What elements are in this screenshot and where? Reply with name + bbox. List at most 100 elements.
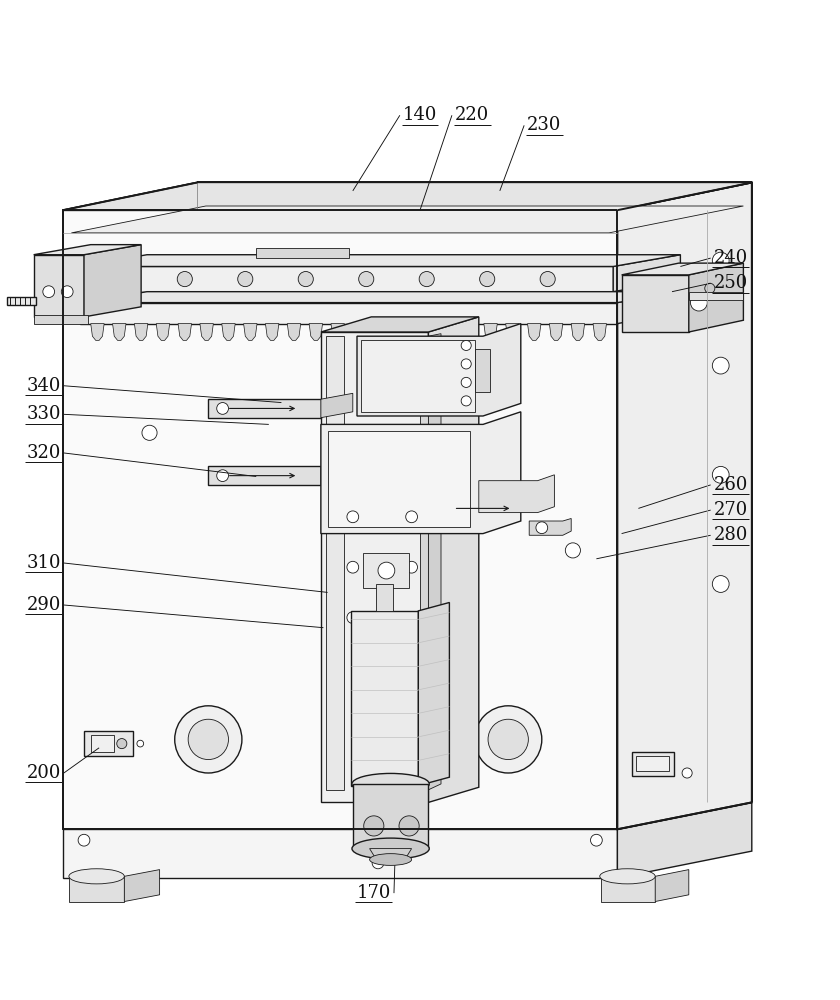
- Polygon shape: [134, 324, 148, 340]
- Polygon shape: [321, 412, 521, 534]
- Polygon shape: [63, 210, 617, 829]
- Polygon shape: [376, 584, 393, 611]
- Circle shape: [61, 286, 73, 298]
- Polygon shape: [80, 266, 613, 292]
- Polygon shape: [91, 324, 104, 340]
- Text: 330: 330: [26, 405, 61, 423]
- Text: 230: 230: [528, 116, 561, 134]
- Circle shape: [378, 562, 395, 579]
- Polygon shape: [63, 802, 752, 829]
- Text: 320: 320: [27, 444, 60, 462]
- Circle shape: [712, 357, 729, 374]
- Circle shape: [591, 834, 602, 846]
- Text: 340: 340: [27, 377, 60, 395]
- Polygon shape: [7, 297, 36, 305]
- Circle shape: [475, 706, 542, 773]
- Circle shape: [461, 359, 471, 369]
- Polygon shape: [113, 324, 126, 340]
- Circle shape: [188, 719, 228, 760]
- Polygon shape: [69, 876, 124, 902]
- Circle shape: [117, 739, 127, 749]
- Bar: [632, 752, 674, 776]
- Polygon shape: [622, 275, 689, 332]
- Polygon shape: [375, 324, 388, 340]
- Polygon shape: [34, 245, 141, 255]
- Ellipse shape: [352, 773, 429, 794]
- Polygon shape: [617, 182, 752, 829]
- Polygon shape: [428, 334, 441, 790]
- Circle shape: [406, 561, 417, 573]
- Polygon shape: [396, 324, 410, 340]
- Polygon shape: [357, 324, 521, 416]
- Circle shape: [175, 706, 242, 773]
- Polygon shape: [178, 324, 192, 340]
- Circle shape: [712, 466, 729, 483]
- Circle shape: [461, 340, 471, 350]
- Text: 290: 290: [27, 596, 60, 614]
- Circle shape: [364, 816, 384, 836]
- Polygon shape: [156, 324, 170, 340]
- Circle shape: [137, 740, 144, 747]
- Ellipse shape: [370, 854, 412, 865]
- Circle shape: [177, 272, 192, 287]
- Circle shape: [371, 728, 402, 759]
- Polygon shape: [84, 245, 141, 317]
- Text: 260: 260: [714, 476, 748, 494]
- Polygon shape: [208, 466, 321, 485]
- Polygon shape: [529, 518, 571, 535]
- Circle shape: [347, 561, 359, 573]
- Polygon shape: [80, 303, 617, 324]
- Circle shape: [78, 834, 90, 846]
- Bar: [475, 349, 490, 392]
- Text: 280: 280: [714, 526, 748, 544]
- Polygon shape: [689, 263, 743, 332]
- Text: 200: 200: [27, 764, 60, 782]
- Polygon shape: [484, 324, 497, 340]
- Circle shape: [406, 511, 417, 523]
- Polygon shape: [80, 255, 680, 266]
- Polygon shape: [321, 393, 353, 418]
- Polygon shape: [80, 292, 680, 303]
- Polygon shape: [63, 182, 752, 210]
- Polygon shape: [353, 324, 366, 340]
- Circle shape: [347, 511, 359, 523]
- Circle shape: [712, 576, 729, 592]
- Polygon shape: [617, 802, 752, 878]
- Circle shape: [712, 252, 729, 269]
- Polygon shape: [617, 292, 680, 324]
- Polygon shape: [328, 431, 470, 527]
- Polygon shape: [370, 849, 412, 860]
- Polygon shape: [208, 399, 321, 418]
- Text: 140: 140: [403, 106, 437, 124]
- Circle shape: [480, 272, 495, 287]
- Circle shape: [359, 272, 374, 287]
- Polygon shape: [63, 182, 752, 210]
- Polygon shape: [655, 870, 689, 902]
- Bar: [84, 731, 133, 756]
- Ellipse shape: [352, 838, 429, 859]
- Circle shape: [461, 377, 471, 387]
- Circle shape: [461, 396, 471, 406]
- Polygon shape: [689, 292, 743, 300]
- Ellipse shape: [600, 869, 655, 884]
- Polygon shape: [601, 876, 655, 902]
- Circle shape: [399, 816, 419, 836]
- Polygon shape: [420, 336, 428, 790]
- Polygon shape: [418, 324, 432, 340]
- Polygon shape: [613, 255, 680, 292]
- Polygon shape: [244, 324, 257, 340]
- Circle shape: [536, 522, 548, 534]
- Circle shape: [372, 857, 384, 869]
- Bar: [91, 735, 114, 752]
- Circle shape: [488, 719, 528, 760]
- Polygon shape: [63, 829, 617, 878]
- Polygon shape: [222, 324, 235, 340]
- Polygon shape: [528, 324, 541, 340]
- Polygon shape: [506, 324, 519, 340]
- Polygon shape: [622, 263, 743, 275]
- Circle shape: [690, 294, 707, 311]
- Polygon shape: [418, 602, 449, 786]
- Polygon shape: [287, 324, 301, 340]
- Polygon shape: [440, 324, 454, 340]
- Polygon shape: [309, 324, 323, 340]
